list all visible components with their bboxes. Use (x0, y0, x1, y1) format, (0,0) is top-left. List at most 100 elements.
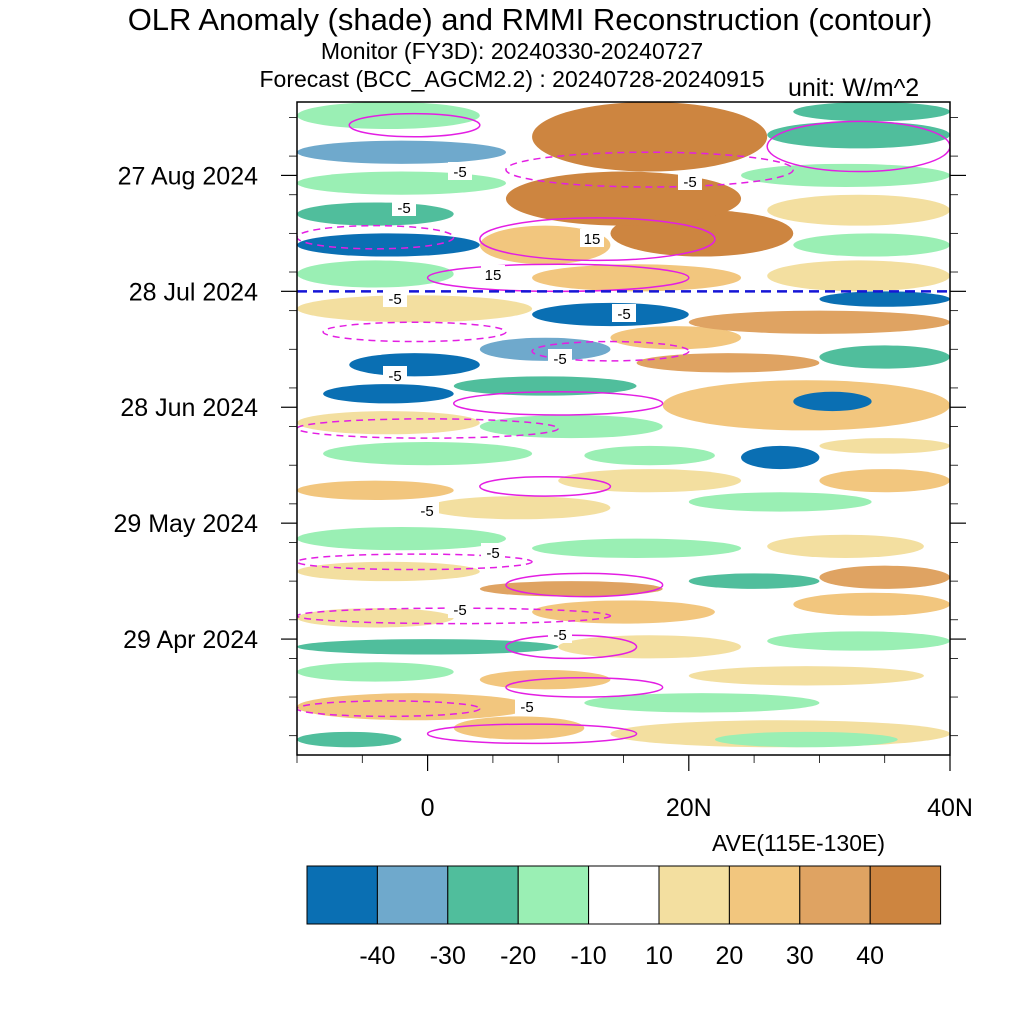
olr-anomaly-cell (297, 171, 506, 195)
colorbar-swatch (799, 865, 871, 925)
contour-label: -5 (553, 627, 566, 644)
contour-labels: -5 -5 -5 15 15 -5 -5 -5 -5 -5 -5 -5 -5 -5 (383, 162, 702, 716)
contour-label: -5 (520, 699, 533, 716)
olr-anomaly-cell (819, 291, 950, 307)
olr-anomaly-cell (505, 171, 742, 226)
olr-anomaly-cell (688, 310, 950, 334)
olr-anomaly-cell (532, 538, 742, 558)
rmmi-contour (505, 151, 795, 188)
x-tick-label: 40N (927, 794, 973, 822)
rmmi-contour (505, 676, 664, 698)
rmmi-contour (297, 418, 559, 439)
olr-anomaly-cell (297, 411, 480, 435)
contour-label-box (481, 543, 505, 561)
colorbar-swatch (517, 865, 590, 925)
rmmi-contour (297, 700, 481, 718)
olr-anomaly-cell (297, 662, 454, 682)
olr-anomaly-cell (819, 345, 950, 369)
y-tick-label: 29 May 2024 (113, 510, 258, 538)
colorbar-swatch (728, 865, 801, 925)
colorbar-swatch (658, 865, 730, 925)
contour-label-box (548, 625, 572, 643)
colorbar-label: -40 (359, 942, 395, 970)
colorbar-swatch (447, 865, 519, 925)
colorbar-label: 10 (645, 942, 673, 970)
olr-anomaly-cell (349, 353, 480, 377)
olr-anomaly-cell (767, 121, 950, 149)
contour-label: -5 (683, 174, 696, 191)
rmmi-contour (766, 120, 950, 173)
olr-anomaly-cell (297, 480, 454, 500)
x-tick-label: 20N (666, 794, 712, 822)
olr-anomaly-cell (793, 233, 950, 257)
contour-label: -5 (388, 291, 401, 308)
contour-label-box (383, 366, 407, 384)
contour-label-box (678, 172, 702, 190)
rmmi-contour (452, 391, 664, 416)
rmmi-contour (322, 321, 507, 343)
olr-anomaly-cell (479, 414, 663, 439)
y-tick-label: 27 Aug 2024 (118, 162, 259, 190)
olr-anomaly-cell (427, 496, 611, 520)
olr-anomaly-cell (793, 592, 950, 616)
x-tick-label: 0 (421, 794, 435, 822)
olr-anomaly-cell (741, 445, 820, 470)
olr-anomaly-cell (297, 202, 454, 226)
olr-anomaly-cell (297, 527, 506, 551)
y-tick-label: 28 Jun 2024 (120, 394, 258, 422)
contour-label-box (481, 265, 505, 283)
olr-anomaly-cell (297, 639, 559, 655)
olr-anomaly-cell (479, 337, 611, 361)
rmmi-contour (505, 572, 664, 598)
olr-anomaly-cell (323, 384, 454, 404)
olr-anomaly-cell (558, 469, 742, 493)
rmmi-contour (426, 723, 638, 745)
olr-anomaly-cell (532, 102, 768, 172)
contour-label-box (612, 304, 636, 322)
olr-anomaly-cell (714, 731, 898, 748)
axes: 29 Apr 2024 29 May 2024 28 Jun 2024 28 Jul … (113, 117, 973, 822)
olr-anomaly-cell (584, 445, 715, 466)
olr-anomaly-cell (636, 353, 820, 373)
olr-anomaly-cell (558, 635, 742, 659)
rmmi-contour (479, 476, 612, 497)
contour-label: -5 (388, 368, 401, 385)
olr-anomaly-cell (297, 102, 480, 130)
olr-anomaly-cell (741, 163, 950, 188)
olr-anomaly-cell (297, 260, 454, 288)
contour-label: 15 (584, 231, 601, 248)
contour-label-box (392, 198, 416, 216)
unit-label: unit: W/m^2 (788, 74, 920, 102)
olr-anomaly-cell (532, 600, 715, 624)
contour-label: -5 (486, 545, 499, 562)
colorbar-label: 20 (715, 942, 743, 970)
olr-anomaly-cell (610, 326, 742, 350)
olr-anomaly-cell (297, 233, 480, 257)
contour-label: -5 (453, 164, 466, 181)
olr-anomaly-cell (688, 573, 820, 589)
colorbar-swatch (306, 865, 378, 925)
forecast-subtitle: Forecast (BCC_AGCM2.2) : 20240728-202409… (259, 66, 765, 92)
monitor-subtitle: Monitor (FY3D): 20240330-20240727 (320, 38, 704, 64)
contour-label-box (515, 697, 539, 715)
y-tick-label: 29 Apr 2024 (123, 626, 258, 654)
olr-anomaly-cell (453, 716, 585, 740)
contour-label: 15 (485, 267, 502, 284)
colorbar-swatch (376, 865, 449, 925)
rmmi-contours (297, 112, 950, 745)
olr-anomaly-cell (819, 438, 950, 454)
contour-label: -5 (397, 200, 410, 217)
contour-label: -5 (553, 351, 566, 368)
colorbar-label: 30 (786, 942, 814, 970)
olr-anomaly-cell (297, 561, 480, 582)
olr-anomaly-cell (793, 102, 950, 122)
olr-anomaly-cell (819, 565, 950, 589)
contour-label-box (448, 162, 472, 180)
olr-anomaly-cell (323, 442, 533, 466)
colorbar: -40 -30 -20 -10 10 20 30 40 (306, 865, 942, 970)
olr-anomaly-cell (688, 492, 872, 512)
olr-anomaly-cell (297, 731, 402, 748)
olr-anomaly-cell (297, 295, 533, 323)
contour-label: -5 (617, 306, 630, 323)
olr-anomaly-cell (297, 693, 533, 721)
